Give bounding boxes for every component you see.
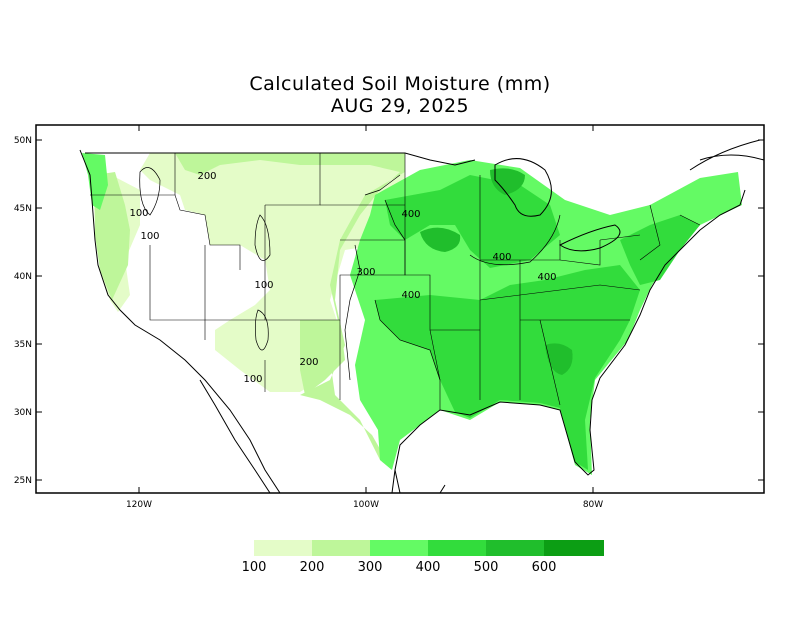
region-400 xyxy=(385,175,560,268)
contour-label: 100 xyxy=(129,208,148,219)
state-borders xyxy=(90,153,701,410)
contour-label: 400 xyxy=(537,272,556,283)
contour-label-group: 200 100 100 100 100 200 300 400 400 400 … xyxy=(129,171,556,385)
contour-lines xyxy=(139,167,561,381)
lat-tick-marks xyxy=(36,139,764,481)
contour-label: 100 xyxy=(243,374,262,385)
legend-label: 300 xyxy=(358,560,383,575)
lat-label: 30N xyxy=(14,408,32,418)
legend-label: 100 xyxy=(242,560,267,575)
lon-label: 100W xyxy=(353,500,379,510)
lat-tick-labels: 50N 45N 40N 35N 30N 25N xyxy=(14,136,32,486)
lat-label: 35N xyxy=(14,340,32,350)
contour-label: 100 xyxy=(254,280,273,291)
contour-label: 400 xyxy=(401,209,420,220)
lat-label: 45N xyxy=(14,204,32,214)
contour-label: 400 xyxy=(401,290,420,301)
baja xyxy=(199,379,271,493)
legend-label: 500 xyxy=(474,560,499,575)
legend-swatch xyxy=(486,540,544,556)
legend-swatch xyxy=(544,540,604,556)
canada-east xyxy=(689,139,764,171)
lon-tick-labels: 120W 100W 80W xyxy=(126,500,603,510)
region-200-c xyxy=(300,320,345,395)
legend-label: 600 xyxy=(532,560,557,575)
region-500-mi xyxy=(490,168,525,195)
legend-label: 400 xyxy=(416,560,441,575)
lat-label: 25N xyxy=(14,476,32,486)
legend-swatch xyxy=(370,540,428,556)
region-400-south xyxy=(375,265,640,470)
contour-label: 100 xyxy=(140,231,159,242)
canada-border xyxy=(85,152,476,166)
color-legend: 100 200 300 400 500 600 xyxy=(242,540,604,575)
coastlines xyxy=(79,139,764,493)
lat-label: 50N xyxy=(14,136,32,146)
region-500-iowa xyxy=(420,227,461,252)
region-200 xyxy=(175,153,405,470)
map-date: AUG 29, 2025 xyxy=(330,95,470,117)
great-lakes xyxy=(494,158,552,217)
shaded-regions xyxy=(82,153,742,475)
region-500-se xyxy=(545,343,573,375)
lat-label: 40N xyxy=(14,272,32,282)
legend-label: 200 xyxy=(300,560,325,575)
region-200-b xyxy=(95,172,130,300)
contour-label: 300 xyxy=(356,267,375,278)
legend-swatch xyxy=(428,540,486,556)
map-frame xyxy=(35,124,765,494)
contour-label: 400 xyxy=(492,252,511,263)
lake-erie xyxy=(559,224,621,252)
contour-label: 200 xyxy=(299,357,318,368)
lon-label: 120W xyxy=(126,500,152,510)
mexico-east xyxy=(394,469,446,493)
gulf-coast xyxy=(391,189,746,493)
lon-label: 80W xyxy=(583,500,603,510)
contour-label: 200 xyxy=(197,171,216,182)
lon-tick-marks xyxy=(138,125,594,493)
region-400-ne xyxy=(620,215,700,285)
legend-swatch xyxy=(254,540,312,556)
legend-swatch xyxy=(312,540,370,556)
map-title: Calculated Soil Moisture (mm) xyxy=(249,73,551,95)
region-300-nw xyxy=(82,153,108,210)
west-coast xyxy=(79,149,281,493)
